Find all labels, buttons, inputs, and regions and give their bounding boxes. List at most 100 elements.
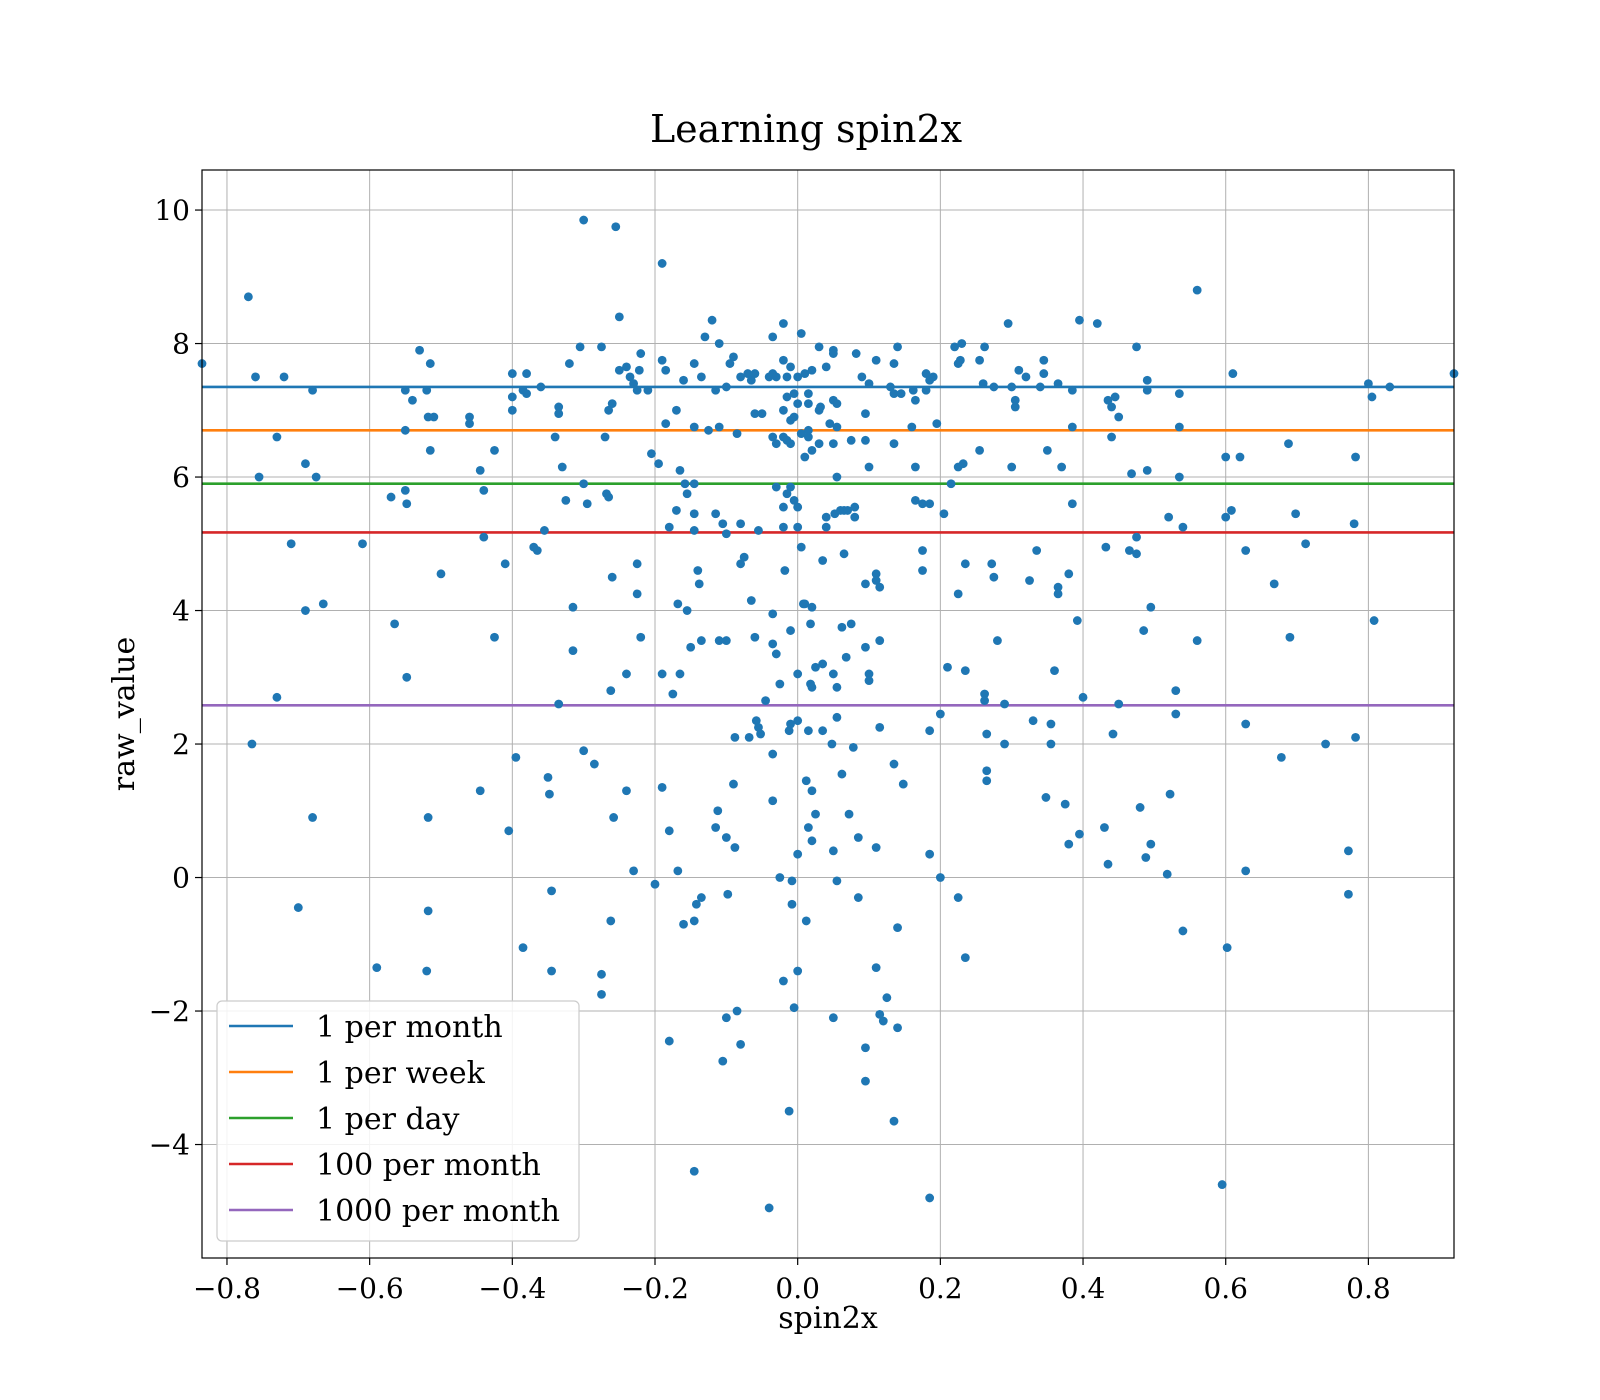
data-point xyxy=(1321,739,1330,749)
data-point xyxy=(1367,392,1377,402)
data-point xyxy=(308,385,317,395)
data-point xyxy=(422,385,432,395)
data-point xyxy=(554,699,564,709)
data-point xyxy=(889,1116,899,1126)
data-point xyxy=(1235,452,1245,462)
data-point xyxy=(664,826,674,836)
data-point xyxy=(661,419,671,429)
data-points xyxy=(197,215,1459,1213)
data-point xyxy=(680,479,690,489)
data-point xyxy=(789,389,799,399)
data-point xyxy=(1132,532,1141,542)
data-point xyxy=(293,903,303,912)
data-point xyxy=(1228,369,1238,378)
data-point xyxy=(1107,402,1116,412)
data-point xyxy=(643,385,653,395)
data-point xyxy=(746,375,756,385)
data-point xyxy=(764,1203,774,1213)
data-point xyxy=(604,492,614,502)
data-point xyxy=(1067,499,1077,509)
data-point xyxy=(1107,432,1116,442)
data-point xyxy=(1344,846,1353,856)
data-point xyxy=(779,522,788,532)
data-point xyxy=(679,919,688,929)
data-point xyxy=(932,419,942,429)
data-point xyxy=(960,666,970,676)
data-point xyxy=(311,472,321,482)
data-point xyxy=(871,355,881,365)
data-point xyxy=(611,222,621,232)
data-point xyxy=(554,409,564,419)
data-point xyxy=(714,422,724,432)
y-axis-label: raw_value xyxy=(107,637,142,791)
data-point xyxy=(500,559,510,569)
data-point xyxy=(1000,739,1009,749)
data-point xyxy=(650,879,660,889)
data-point xyxy=(843,506,853,515)
data-point xyxy=(422,966,432,976)
data-point xyxy=(1064,839,1074,849)
data-point xyxy=(1146,839,1156,849)
data-point xyxy=(928,372,938,382)
data-point xyxy=(889,389,899,399)
data-point xyxy=(664,522,674,532)
data-point xyxy=(908,385,918,395)
data-point xyxy=(689,916,699,926)
data-point xyxy=(714,339,724,348)
data-point xyxy=(935,709,945,719)
data-point xyxy=(575,342,585,352)
data-point xyxy=(402,672,412,682)
data-point xyxy=(1171,709,1181,719)
data-point xyxy=(532,546,542,555)
data-point xyxy=(779,405,788,415)
data-point xyxy=(786,362,795,372)
data-point xyxy=(743,369,753,378)
data-point xyxy=(625,372,635,382)
data-point xyxy=(943,662,952,672)
data-point xyxy=(561,496,571,505)
chart-title: Learning spin2x xyxy=(650,107,962,151)
data-point xyxy=(1127,469,1136,479)
data-point xyxy=(1241,866,1251,876)
data-point xyxy=(694,579,704,589)
data-point xyxy=(821,362,831,372)
data-point xyxy=(1132,342,1141,352)
data-point xyxy=(609,813,619,822)
data-point xyxy=(600,432,610,442)
data-point xyxy=(807,445,817,455)
data-point xyxy=(721,1013,731,1023)
data-point xyxy=(846,435,856,445)
data-point xyxy=(800,369,810,378)
data-point xyxy=(673,866,683,876)
data-point xyxy=(1072,616,1082,625)
data-point xyxy=(721,529,731,539)
data-point xyxy=(675,465,685,475)
data-point xyxy=(1103,395,1113,405)
data-point xyxy=(1369,616,1379,625)
data-point xyxy=(554,402,564,412)
data-point xyxy=(950,342,960,352)
data-point xyxy=(1010,402,1020,412)
data-point xyxy=(789,1003,799,1013)
data-point xyxy=(910,462,920,472)
data-point xyxy=(301,459,310,469)
data-point xyxy=(775,679,785,689)
data-point xyxy=(768,749,778,759)
data-point xyxy=(779,355,788,365)
data-point xyxy=(818,556,828,565)
data-point xyxy=(754,722,763,732)
data-point xyxy=(682,489,692,499)
data-point xyxy=(732,1006,742,1016)
y-tick-label: 6 xyxy=(172,461,190,494)
data-point xyxy=(1142,375,1152,385)
data-point xyxy=(768,639,778,649)
data-point xyxy=(400,385,410,395)
data-point xyxy=(807,682,817,692)
data-point xyxy=(1060,799,1070,809)
x-axis-label: spin2x xyxy=(778,1301,878,1336)
data-point xyxy=(739,552,749,562)
data-point xyxy=(796,429,806,439)
data-point xyxy=(807,365,817,375)
data-point xyxy=(779,502,788,512)
